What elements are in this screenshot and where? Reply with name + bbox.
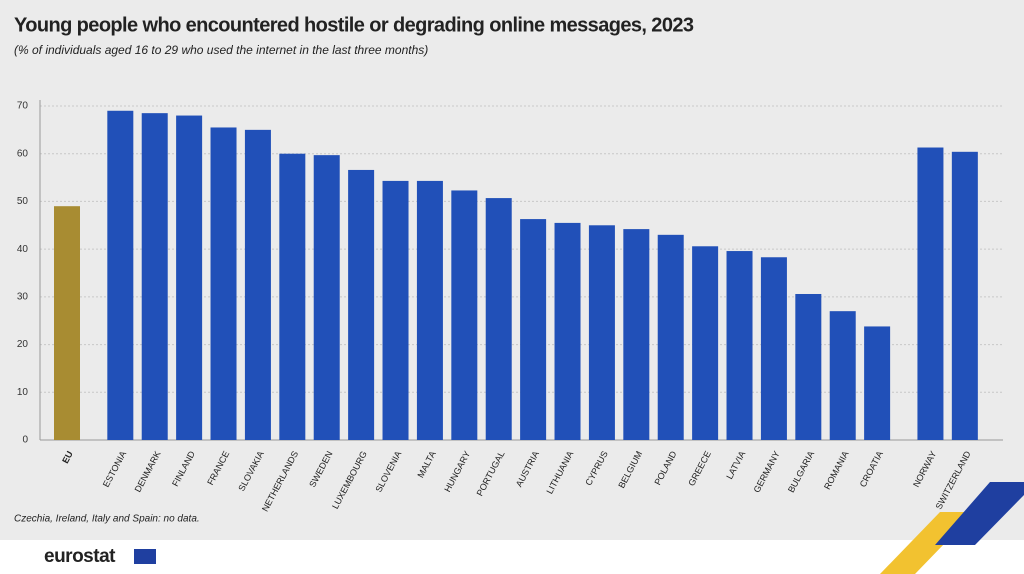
- bar: [54, 206, 80, 440]
- bar: [917, 147, 944, 441]
- bar: [829, 311, 856, 440]
- bar: [107, 110, 134, 441]
- bar: [623, 229, 650, 440]
- y-tick-label: 70: [17, 101, 29, 112]
- y-tick-label: 10: [17, 387, 29, 398]
- decor-blue: [935, 482, 1024, 545]
- bar: [313, 155, 340, 440]
- footer-background: [0, 540, 1024, 574]
- bar: [279, 153, 306, 440]
- chart-title: Young people who encountered hostile or …: [14, 14, 694, 36]
- bar: [657, 234, 684, 440]
- bar: [864, 326, 891, 440]
- y-tick-label: 30: [17, 291, 29, 302]
- bar: [588, 225, 615, 440]
- chart-background: [0, 0, 1024, 540]
- bar: [726, 251, 753, 440]
- bar: [244, 129, 271, 440]
- y-tick-label: 50: [17, 196, 29, 207]
- bar: [416, 180, 443, 440]
- bar: [176, 115, 203, 441]
- logo-text: eurostat: [44, 546, 116, 567]
- bar: [692, 246, 719, 440]
- y-tick-label: 60: [17, 148, 29, 159]
- chart-subtitle: (% of individuals aged 16 to 29 who used…: [14, 43, 428, 57]
- bar: [795, 293, 822, 440]
- bar: [485, 198, 512, 440]
- eu-flag: [134, 549, 156, 564]
- footnote: Czechia, Ireland, Italy and Spain: no da…: [14, 514, 200, 525]
- y-tick-label: 40: [17, 244, 29, 255]
- bar: [451, 190, 478, 440]
- y-tick-label: 0: [22, 435, 28, 446]
- bar: [210, 127, 237, 440]
- bar: [760, 257, 787, 440]
- y-tick-label: 20: [17, 339, 29, 350]
- bar: [554, 222, 581, 440]
- bar: [951, 151, 978, 440]
- bar: [348, 169, 375, 441]
- bar: [382, 180, 409, 440]
- bar: [141, 113, 168, 441]
- bar: [520, 219, 547, 440]
